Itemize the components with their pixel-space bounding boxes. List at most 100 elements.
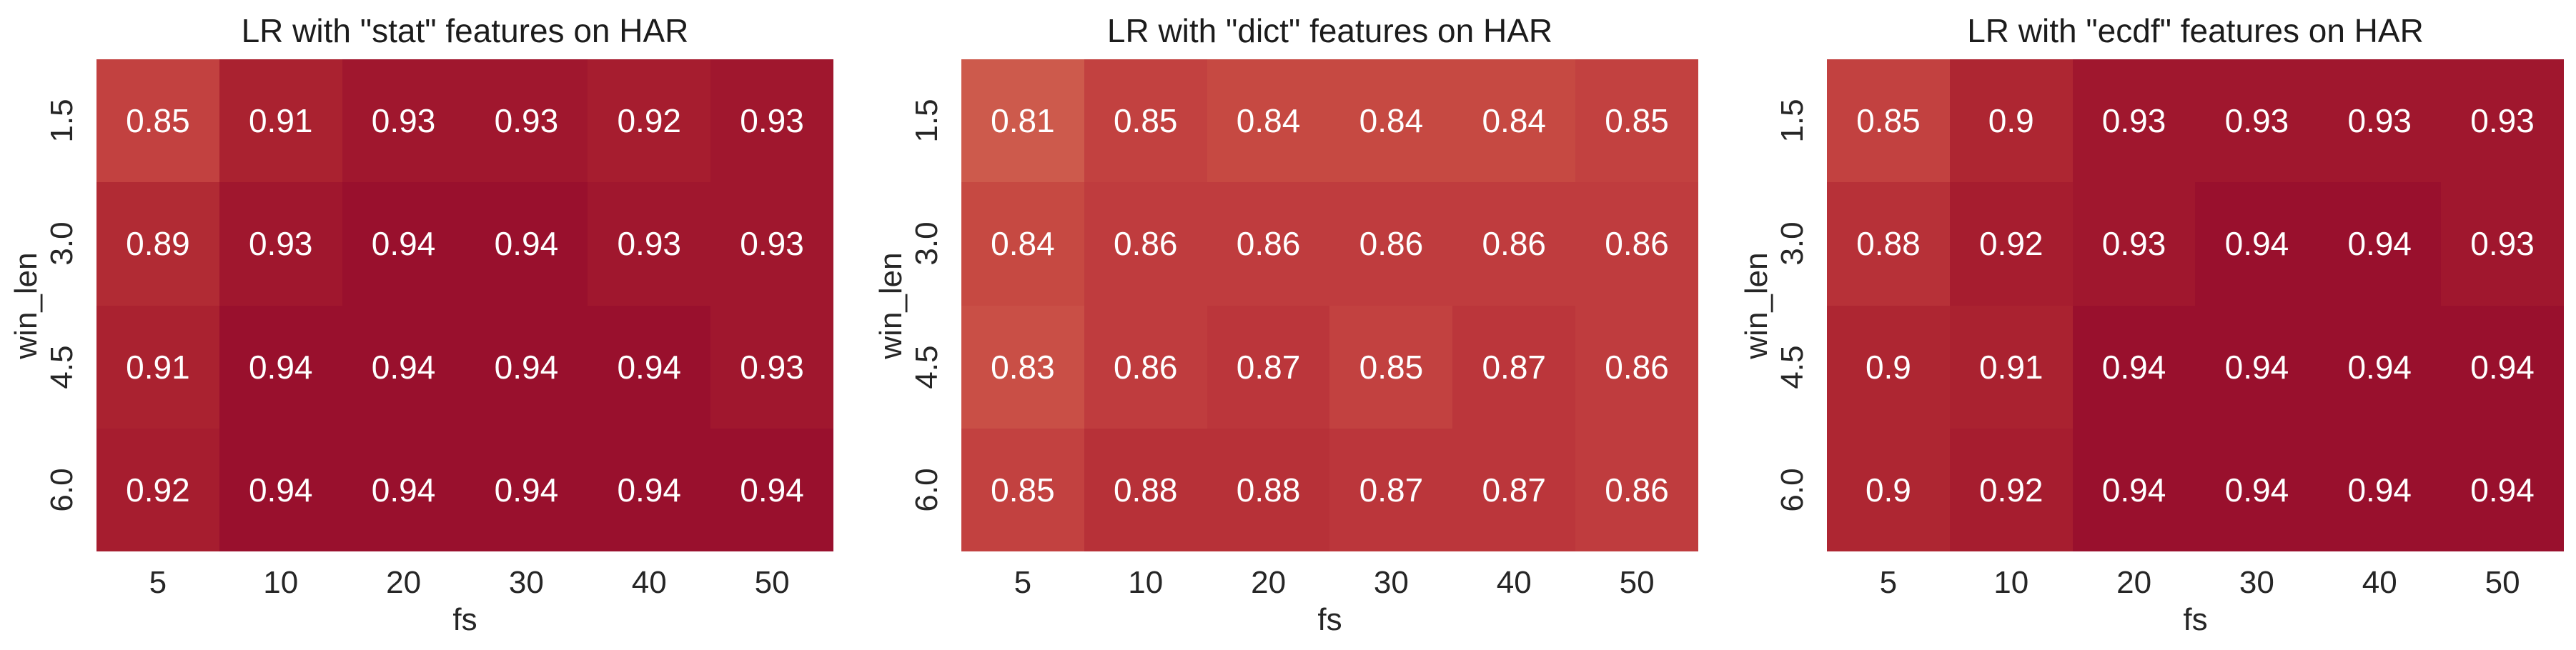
heatmap-cell: 0.94 [2318,182,2442,306]
x-tick-label: 30 [1373,565,1409,600]
heatmap-cell: 0.94 [465,182,588,306]
heatmap-cell: 0.84 [961,182,1084,306]
y-axis-label: win_len [1739,251,1774,359]
cell-value: 0.94 [2347,471,2412,509]
x-tick-label: 10 [1993,565,2029,600]
cell-value: 0.94 [371,225,436,263]
heatmap-cell: 0.85 [1827,59,1950,183]
x-axis-label: fs [2183,602,2208,637]
x-tick-label: 20 [1251,565,1287,600]
heatmap-cell: 0.86 [1329,182,1453,306]
y-tick-label: 4.5 [1775,345,1810,389]
cell-value: 0.86 [1113,225,1178,263]
heatmap-cell: 0.91 [219,59,342,183]
y-axis-label: win_len [9,251,44,359]
cell-value: 0.81 [991,102,1055,140]
heatmap-cell: 0.87 [1452,428,1576,551]
heatmap-cell: 0.84 [1207,59,1330,183]
heatmap-grid: 0.85 0.91 0.93 0.93 0.92 0.93 0.89 0.93 0.94 0.94… [96,59,833,551]
heatmap-cell: 0.94 [2072,305,2196,429]
heatmap-cell: 0.93 [710,182,833,306]
heatmap-cell: 0.93 [2318,59,2442,183]
heatmap-cell: 0.86 [1207,182,1330,306]
cell-value: 0.86 [1605,471,1669,509]
x-tick-label: 30 [508,565,544,600]
heatmap-cell: 0.93 [710,59,833,183]
y-tick-label: 1.5 [909,99,944,143]
cell-value: 0.84 [1236,102,1301,140]
heatmap-cell: 0.84 [1452,59,1576,183]
x-tick-label: 40 [1496,565,1532,600]
cell-value: 0.85 [1605,102,1669,140]
heatmap-cell: 0.84 [1329,59,1453,183]
heatmap-cell: 0.94 [710,428,833,551]
cell-value: 0.94 [2101,471,2166,509]
heatmap-cell: 0.81 [961,59,1084,183]
cell-value: 0.94 [2224,348,2289,386]
heatmap-cell: 0.94 [2441,305,2564,429]
heatmap-grid: 0.81 0.85 0.84 0.84 0.84 0.85 0.84 0.86 0.86 0.86… [961,59,1698,551]
heatmap-cell: 0.93 [465,59,588,183]
cell-value: 0.93 [371,102,436,140]
cell-value: 0.88 [1236,471,1301,509]
cell-value: 0.94 [2224,225,2289,263]
cell-value: 0.94 [371,471,436,509]
heatmap-cell: 0.9 [1949,59,2073,183]
cell-value: 0.85 [126,102,190,140]
heatmap-grid: 0.85 0.9 0.93 0.93 0.93 0.93 0.88 0.92 0.93 0.94 0… [1827,59,2564,551]
heatmap-cell: 0.94 [342,305,465,429]
cell-value: 0.94 [2470,348,2535,386]
cell-value: 0.94 [2347,348,2412,386]
heatmap-cell: 0.93 [2441,59,2564,183]
cell-value: 0.9 [1865,348,1911,386]
cell-value: 0.87 [1482,348,1546,386]
cell-value: 0.86 [1236,225,1301,263]
heatmap-cell: 0.86 [1575,305,1698,429]
heatmap-cell: 0.94 [2195,182,2319,306]
x-tick-label: 40 [631,565,667,600]
cell-value: 0.93 [2101,102,2166,140]
cell-value: 0.94 [248,348,313,386]
x-tick-label: 10 [1128,565,1164,600]
y-tick-label: 6.0 [909,468,944,512]
cell-value: 0.93 [494,102,559,140]
cell-value: 0.93 [2470,225,2535,263]
cell-value: 0.94 [2224,471,2289,509]
cell-value: 0.94 [2470,471,2535,509]
cell-value: 0.86 [1605,348,1669,386]
chart-title: LR with "ecdf" features on HAR [1967,12,2424,49]
heatmap-cell: 0.91 [1949,305,2073,429]
heatmap-cell: 0.88 [1084,428,1207,551]
heatmap-cell: 0.85 [1329,305,1453,429]
heatmap-cell: 0.94 [2195,428,2319,551]
heatmap-cell: 0.85 [96,59,219,183]
cell-value: 0.92 [126,471,190,509]
heatmap-cell: 0.94 [2441,428,2564,551]
cell-value: 0.84 [1359,102,1424,140]
heatmap-cell: 0.83 [961,305,1084,429]
cell-value: 0.94 [2347,225,2412,263]
heatmap-cell: 0.94 [465,305,588,429]
heatmap-cell: 0.94 [2195,305,2319,429]
heatmap-cell: 0.93 [342,59,465,183]
x-tick-label: 50 [1619,565,1655,600]
cell-value: 0.92 [1978,225,2044,263]
cell-value: 0.94 [494,348,559,386]
cell-value: 0.92 [617,102,681,140]
x-tick-label: 20 [386,565,422,600]
heatmap-cell: 0.87 [1329,428,1453,551]
y-tick-label: 6.0 [1775,468,1810,512]
cell-value: 0.93 [617,225,681,263]
heatmap-cell: 0.9 [1827,428,1950,551]
heatmap-cell: 0.94 [465,428,588,551]
heatmap-cell: 0.94 [2072,428,2196,551]
cell-value: 0.87 [1359,471,1424,509]
cell-value: 0.86 [1482,225,1546,263]
x-tick-label: 5 [149,565,167,600]
y-axis-label: win_len [873,251,908,359]
heatmap-cell: 0.93 [2072,182,2196,306]
cell-value: 0.91 [248,102,313,140]
x-tick-label: 10 [263,565,299,600]
cell-value: 0.94 [617,471,681,509]
